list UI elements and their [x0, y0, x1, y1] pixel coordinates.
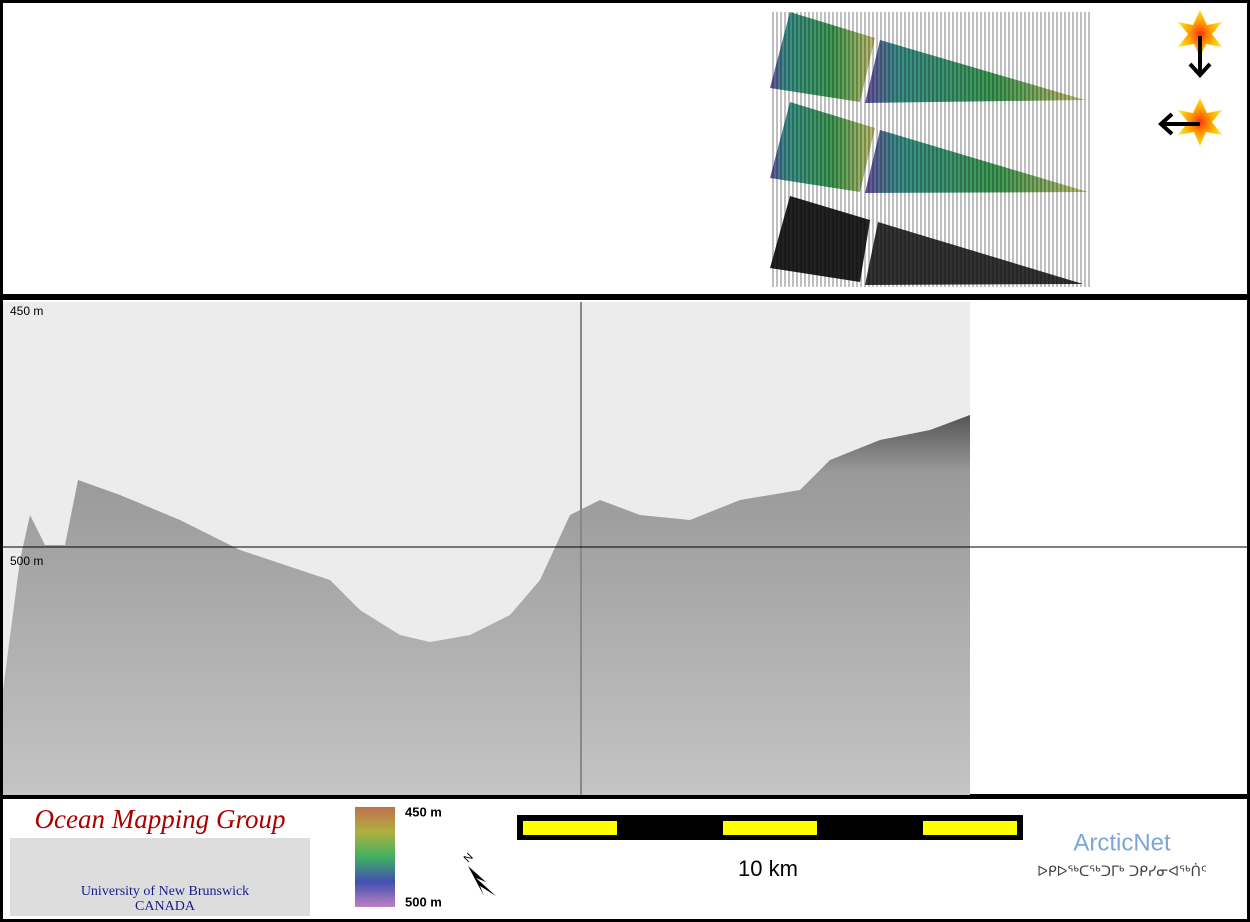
depth-label: 500 m — [10, 554, 43, 568]
logo-country: CANADA — [135, 899, 196, 914]
logo-image — [10, 838, 310, 916]
logo-university: University of New Brunswick — [81, 884, 249, 899]
colorbar-label: 500 m — [405, 894, 442, 909]
swaths — [770, 12, 1090, 287]
seabed — [3, 415, 970, 795]
logo-title: Ocean Mapping Group — [35, 804, 286, 834]
partner-tagline: ᐅᑭᐅᖅᑕᖅᑐᒥᒃ ᑐᑭᓯᓂᐊᖅᑏᑦ — [1037, 863, 1207, 880]
scale-segment — [723, 821, 817, 835]
colorbar — [355, 807, 395, 907]
sun-icons — [1158, 10, 1222, 146]
scale-segment — [523, 821, 617, 835]
scale-label: 10 km — [738, 856, 798, 881]
depth-label: 450 m — [10, 304, 43, 318]
partner-name: ArcticNet — [1073, 829, 1171, 856]
scale-segment — [923, 821, 1017, 835]
colorbar-label: 450 m — [405, 804, 442, 819]
